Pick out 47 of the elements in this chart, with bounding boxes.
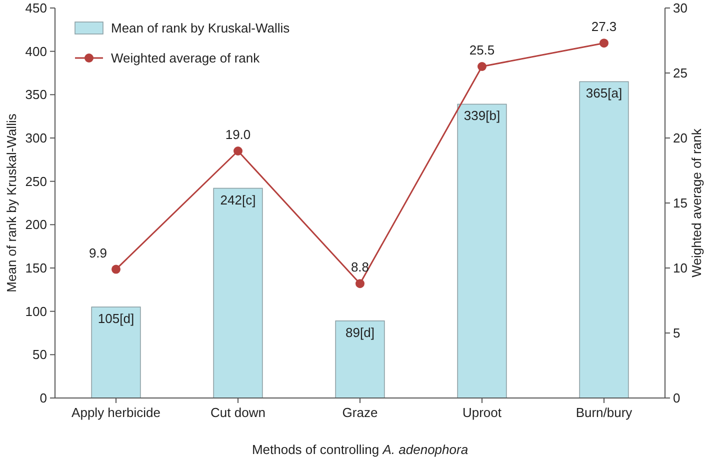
- y-tick-label: 400: [25, 44, 47, 59]
- data-label: 365[a]: [586, 86, 622, 101]
- point: [600, 38, 608, 48]
- y-axis-title: Mean of rank by Kruskal-Wallis: [4, 113, 19, 292]
- y2-tick-label: 30: [673, 0, 688, 16]
- y-tick-label: 450: [25, 0, 47, 16]
- y2-tick-label: 25: [673, 66, 688, 80]
- y-tick-label: 300: [25, 130, 47, 146]
- bar: [335, 320, 385, 398]
- y-tick-label: 100: [25, 304, 47, 319]
- legend-label: Weighted average of rank: [111, 50, 260, 66]
- y-tick-label: 0: [40, 390, 47, 406]
- y-tick-label: 250: [25, 174, 47, 189]
- x-tick-label: Graze: [342, 405, 378, 420]
- bar: [213, 188, 263, 398]
- legend-label: Mean of rank by Kruskal-Wallis: [111, 20, 290, 36]
- point: [478, 62, 486, 71]
- x-tick-label: Apply herbicide: [72, 405, 160, 420]
- y-tick-label: 200: [25, 217, 47, 232]
- y2-tick-label: 5: [673, 326, 680, 340]
- y2-tick-label: 10: [673, 260, 688, 276]
- point: [112, 264, 120, 274]
- y2-tick-label: 20: [673, 130, 688, 146]
- x-axis-title: Methods of controlling A. adenophora: [252, 442, 468, 457]
- y-tick-label: 350: [25, 87, 47, 102]
- x-tick-label: Uproot: [462, 405, 502, 420]
- data-label: 9.9: [88, 245, 108, 260]
- bar: [579, 81, 629, 398]
- data-label: 27.3: [591, 19, 617, 34]
- bar: [91, 306, 141, 398]
- point: [356, 279, 364, 288]
- data-label: 242[c]: [220, 192, 256, 208]
- y2-tick-label: 0: [673, 390, 680, 406]
- data-label: 25.5: [469, 42, 495, 58]
- data-label: 19.0: [225, 127, 251, 142]
- bar: [457, 104, 507, 398]
- data-label: 89[d]: [346, 324, 374, 340]
- y2-axis-title: Weighted average of rank: [689, 128, 704, 278]
- y-tick-label: 150: [25, 260, 47, 276]
- y2-tick-label: 15: [673, 196, 688, 210]
- data-label: 105[d]: [98, 311, 134, 326]
- data-label: 8.8: [350, 260, 370, 275]
- x-tick-label: Cut down: [210, 405, 266, 420]
- data-label: 339[b]: [464, 108, 500, 124]
- y-tick-label: 50: [32, 347, 47, 362]
- x-tick-label: Burn/bury: [576, 405, 633, 420]
- point: [234, 146, 242, 156]
